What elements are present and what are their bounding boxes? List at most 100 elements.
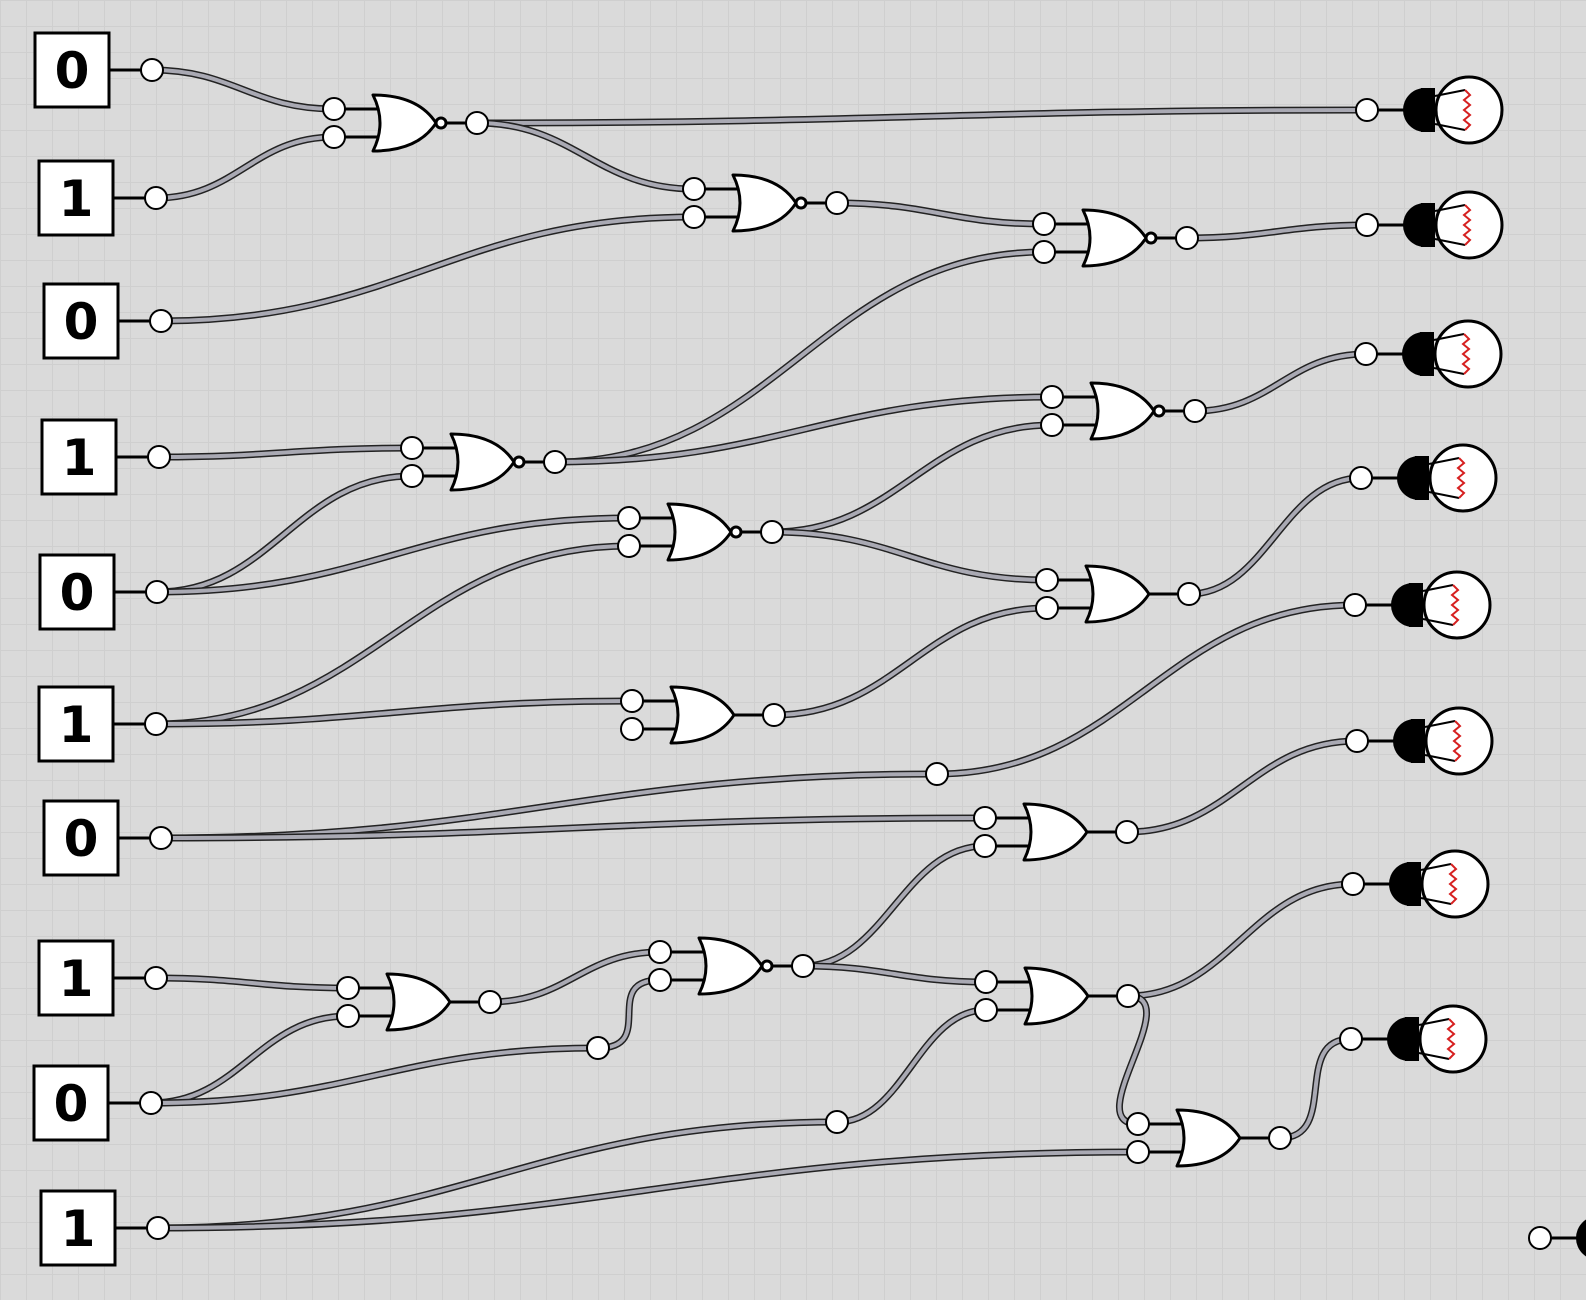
input-switch-8[interactable]: 1 <box>37 939 168 1017</box>
input-pin-a[interactable] <box>648 940 672 964</box>
output-pin[interactable] <box>144 712 168 736</box>
input-pin-a[interactable] <box>1126 1112 1150 1136</box>
nor-gate-4[interactable] <box>400 432 567 492</box>
or-gate-13[interactable] <box>1126 1108 1292 1168</box>
or-gate-12[interactable] <box>974 966 1140 1026</box>
input-pin-b[interactable] <box>1035 596 1059 620</box>
input-pin-b[interactable] <box>1032 240 1056 264</box>
input-pin[interactable] <box>1349 466 1373 490</box>
output-bulb-6[interactable] <box>1345 706 1494 776</box>
input-pin[interactable] <box>1345 729 1369 753</box>
output-pin[interactable] <box>1116 984 1140 1008</box>
output-pin[interactable] <box>147 445 171 469</box>
output-pin[interactable] <box>1175 226 1199 250</box>
output-pin[interactable] <box>140 58 164 82</box>
nor-gate-11[interactable] <box>648 936 815 996</box>
output-bulb-1[interactable] <box>1355 75 1504 145</box>
output-pin[interactable] <box>145 580 169 604</box>
input-switch-9[interactable]: 0 <box>32 1064 163 1142</box>
input-pin-b[interactable] <box>1126 1140 1150 1164</box>
input-pin[interactable] <box>1355 98 1379 122</box>
input-pin[interactable] <box>1354 342 1378 366</box>
input-pin-b[interactable] <box>1040 413 1064 437</box>
input-box[interactable] <box>37 685 115 763</box>
input-pin-a[interactable] <box>322 97 346 121</box>
input-pin-a[interactable] <box>617 506 641 530</box>
input-pin-a[interactable] <box>1035 568 1059 592</box>
or-gate-7[interactable] <box>1035 564 1201 624</box>
nor-gate-1[interactable] <box>322 93 489 153</box>
input-pin-a[interactable] <box>1032 212 1056 236</box>
wire-waypoint[interactable] <box>825 1110 849 1134</box>
gate-body[interactable] <box>1023 966 1090 1026</box>
input-pin-a[interactable] <box>682 177 706 201</box>
input-box[interactable] <box>42 799 120 877</box>
input-pin-a[interactable] <box>336 976 360 1000</box>
output-pin[interactable] <box>762 703 786 727</box>
gate-body[interactable] <box>1175 1108 1242 1168</box>
output-pin[interactable] <box>791 954 815 978</box>
input-pin-b[interactable] <box>620 717 644 741</box>
output-pin[interactable] <box>760 520 784 544</box>
output-pin[interactable] <box>1268 1126 1292 1150</box>
input-pin-a[interactable] <box>620 689 644 713</box>
input-pin-a[interactable] <box>974 970 998 994</box>
output-bulb-8[interactable] <box>1339 1004 1488 1074</box>
gate-body[interactable] <box>697 936 764 996</box>
input-switch-4[interactable]: 1 <box>40 418 171 496</box>
output-pin[interactable] <box>149 826 173 850</box>
input-pin-b[interactable] <box>400 464 424 488</box>
gate-body[interactable] <box>385 972 452 1032</box>
output-pin[interactable] <box>543 450 567 474</box>
or-gate-9[interactable] <box>973 802 1139 862</box>
input-pin-b[interactable] <box>974 998 998 1022</box>
gate-body[interactable] <box>1081 208 1148 268</box>
gate-body[interactable] <box>371 93 438 153</box>
gate-body[interactable] <box>1089 381 1156 441</box>
output-pin[interactable] <box>144 966 168 990</box>
input-pin-b[interactable] <box>617 534 641 558</box>
output-bulb-2[interactable] <box>1355 190 1504 260</box>
output-pin[interactable] <box>149 309 173 333</box>
gate-body[interactable] <box>1022 802 1089 862</box>
output-bulb-7[interactable] <box>1341 849 1490 919</box>
output-pin[interactable] <box>825 191 849 215</box>
input-box[interactable] <box>38 553 116 631</box>
gate-body[interactable] <box>1084 564 1151 624</box>
input-box[interactable] <box>37 159 115 237</box>
gate-body[interactable] <box>449 432 516 492</box>
input-pin-b[interactable] <box>648 968 672 992</box>
input-pin-b[interactable] <box>682 205 706 229</box>
nor-gate-3[interactable] <box>1032 208 1199 268</box>
input-pin-b[interactable] <box>973 834 997 858</box>
output-pin[interactable] <box>144 186 168 210</box>
input-box[interactable] <box>42 282 120 360</box>
output-pin[interactable] <box>478 990 502 1014</box>
nor-gate-5[interactable] <box>1040 381 1207 441</box>
wire-waypoint[interactable] <box>586 1036 610 1060</box>
input-box[interactable] <box>39 1189 117 1267</box>
output-pin[interactable] <box>1183 399 1207 423</box>
input-switch-2[interactable]: 1 <box>37 159 168 237</box>
input-pin[interactable] <box>1343 593 1367 617</box>
input-pin-a[interactable] <box>400 436 424 460</box>
input-switch-6[interactable]: 1 <box>37 685 168 763</box>
output-pin[interactable] <box>1115 820 1139 844</box>
nor-gate-2[interactable] <box>682 173 849 233</box>
input-pin[interactable] <box>1355 213 1379 237</box>
or-gate-8[interactable] <box>620 685 786 745</box>
input-box[interactable] <box>40 418 118 496</box>
input-switch-1[interactable]: 0 <box>33 31 164 109</box>
output-pin[interactable] <box>146 1216 170 1240</box>
wire-waypoint[interactable] <box>925 762 949 786</box>
output-bulb-9[interactable] <box>1528 1205 1586 1271</box>
gate-body[interactable] <box>666 502 733 562</box>
output-bulb-3[interactable] <box>1354 319 1503 389</box>
input-switch-3[interactable]: 0 <box>42 282 173 360</box>
input-pin[interactable] <box>1339 1027 1363 1051</box>
or-gate-10[interactable] <box>336 972 502 1032</box>
gate-body[interactable] <box>731 173 798 233</box>
input-pin-a[interactable] <box>1040 385 1064 409</box>
output-bulb-5[interactable] <box>1343 570 1492 640</box>
input-pin[interactable] <box>1341 872 1365 896</box>
